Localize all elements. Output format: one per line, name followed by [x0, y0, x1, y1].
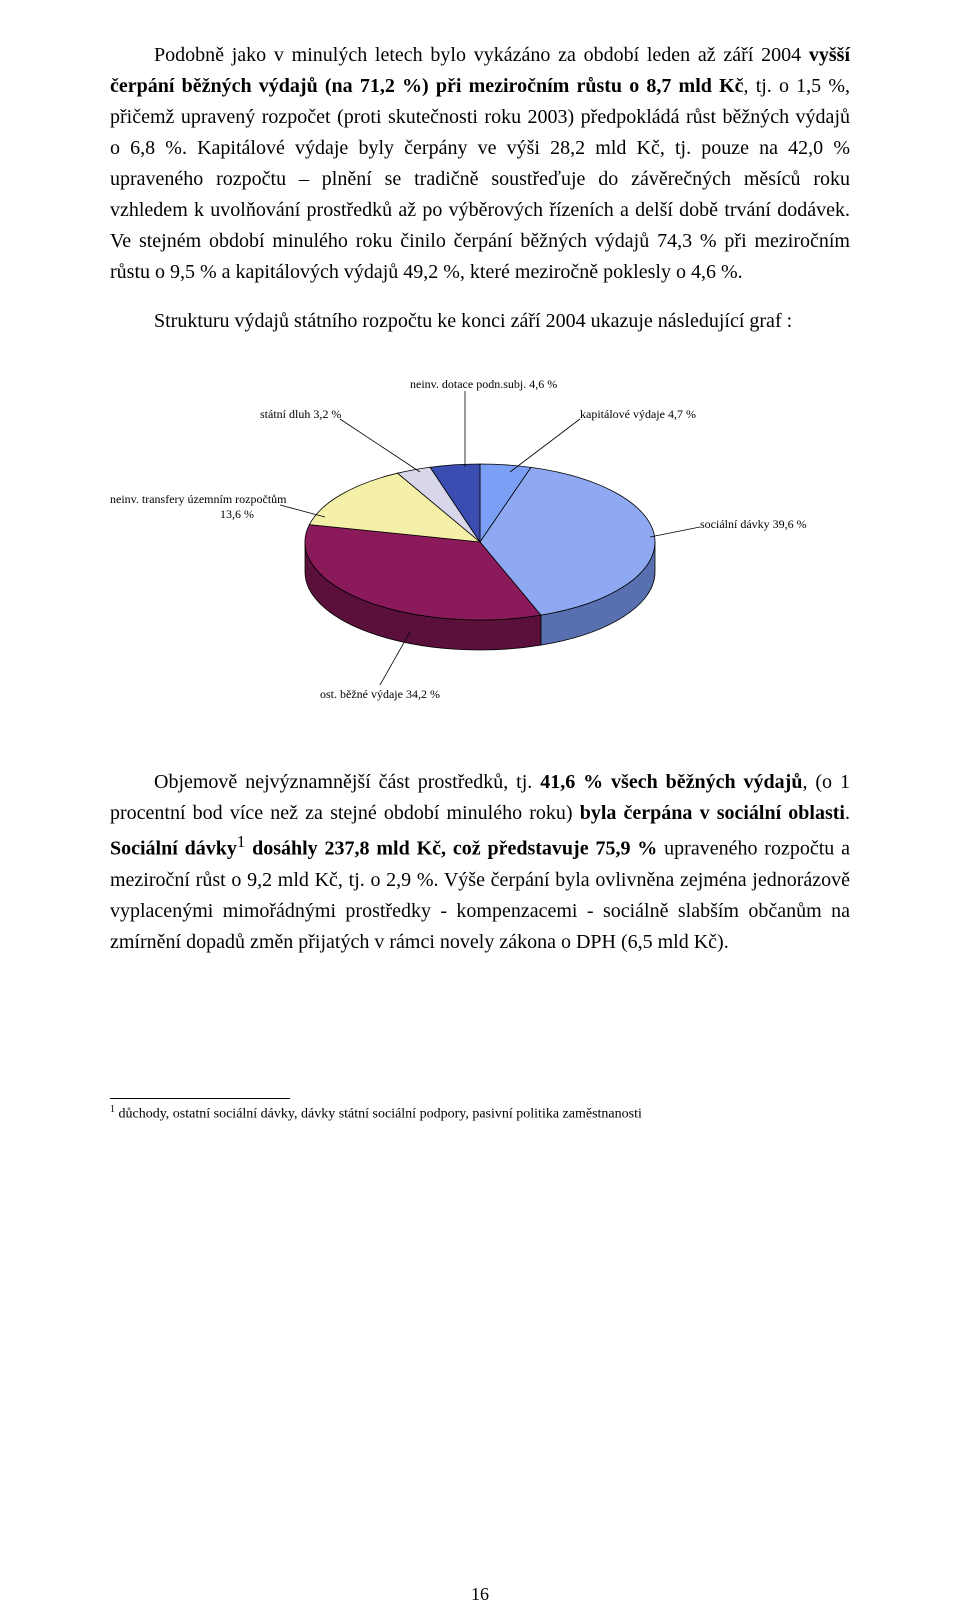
footnote-text: důchody, ostatní sociální dávky, dávky s… — [115, 1106, 642, 1121]
pie-chart-svg — [110, 377, 850, 717]
page-number: 16 — [0, 1584, 960, 1605]
p3-d: byla čerpána v sociální oblasti — [580, 802, 845, 824]
p1-pre: Podobně jako v minulých letech bylo vyká… — [154, 44, 809, 66]
label-ostatni: ost. běžné výdaje 34,2 % — [320, 687, 440, 702]
label-statni-dluh: státní dluh 3,2 % — [260, 407, 341, 422]
label-neinv-dotace: neinv. dotace podn.subj. 4,6 % — [410, 377, 557, 392]
p3-b: 41,6 % všech běžných výdajů — [540, 771, 802, 793]
paragraph-3: Objemově nejvýznamnější část prostředků,… — [110, 767, 850, 958]
p3-e: . — [845, 802, 850, 824]
p3-sup: 1 — [237, 832, 245, 851]
label-kapitalove: kapitálové výdaje 4,7 % — [580, 407, 696, 422]
p3-f: Sociální dávky — [110, 838, 237, 860]
pie-chart-3d: neinv. dotace podn.subj. 4,6 % státní dl… — [110, 377, 850, 717]
footnote-rule — [110, 1098, 290, 1099]
p3-a: Objemově nejvýznamnější část prostředků,… — [154, 771, 540, 793]
label-socialni: sociální dávky 39,6 % — [700, 517, 807, 532]
footnote: 1 důchody, ostatní sociální dávky, dávky… — [110, 1103, 850, 1124]
label-transfery-line2: 13,6 % — [220, 507, 254, 522]
paragraph-1: Podobně jako v minulých letech bylo vyká… — [110, 40, 850, 288]
p1-post: , tj. o 1,5 %, přičemž upravený rozpočet… — [110, 75, 850, 283]
p2-text: Strukturu výdajů státního rozpočtu ke ko… — [154, 310, 792, 332]
paragraph-2: Strukturu výdajů státního rozpočtu ke ko… — [110, 306, 850, 337]
label-transfery-line1: neinv. transfery územním rozpočtům — [110, 492, 287, 507]
p3-h: dosáhly 237,8 mld Kč, což představuje 75… — [245, 838, 657, 860]
